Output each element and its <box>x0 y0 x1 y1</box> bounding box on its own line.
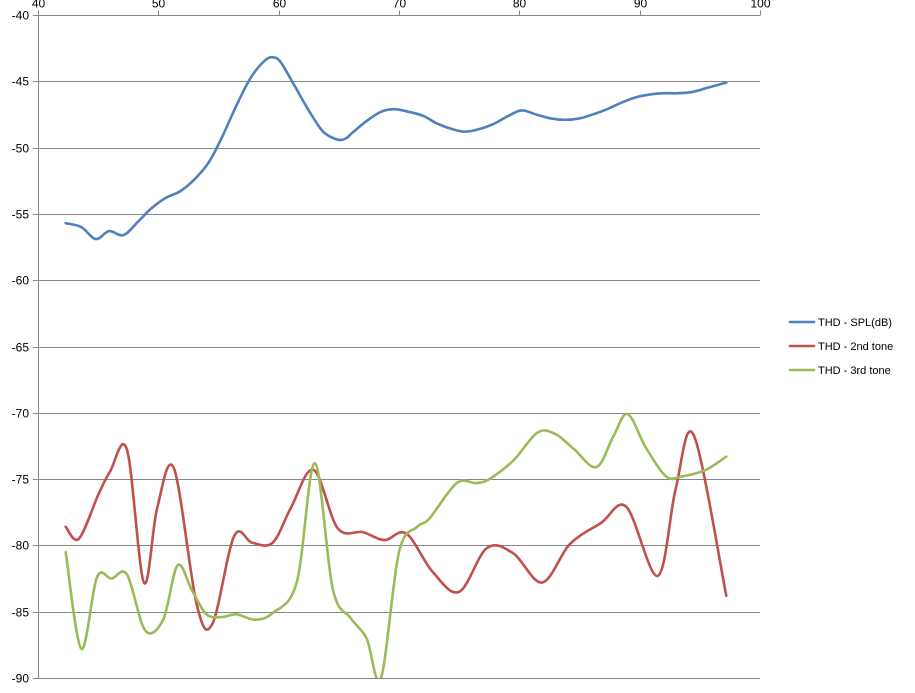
x-tick-label: 90 <box>634 0 648 11</box>
gridlines <box>38 15 760 679</box>
x-tick-label: 40 <box>32 0 46 11</box>
y-tick-label: -55 <box>12 208 30 222</box>
legend-label: THD - 3rd tone <box>818 365 891 377</box>
x-tick-label: 60 <box>273 0 287 11</box>
x-tick-label: 50 <box>152 0 166 11</box>
y-tick-label: -80 <box>12 539 30 553</box>
x-tick-label: 70 <box>393 0 407 11</box>
x-tick-label: 80 <box>513 0 527 11</box>
series-lines <box>64 55 728 678</box>
y-tick-label: -65 <box>12 341 30 355</box>
legend: THD - SPL(dB) THD - 2nd tone THD - 3rd ton… <box>788 317 893 377</box>
y-tick-label: -50 <box>12 142 30 156</box>
x-tick-label: 100 <box>750 0 770 11</box>
y-tick-label: -75 <box>12 473 30 487</box>
series-line-2 <box>64 430 728 631</box>
legend-label: THD - SPL(dB) <box>818 317 892 329</box>
legend-label: THD - 2nd tone <box>818 341 893 353</box>
y-tick-label: -90 <box>12 672 30 686</box>
y-tick-label: -70 <box>12 407 30 421</box>
series-line-3 <box>64 412 728 678</box>
y-tick-label: -40 <box>12 9 30 23</box>
y-tick-label: -60 <box>12 274 30 288</box>
series-line-1 <box>64 55 728 241</box>
axes: -40 -45 -50 -55 -60 -65 -70 -75 -80 -85 -90 40 50 60 7… <box>12 0 771 686</box>
y-tick-label: -45 <box>12 75 30 89</box>
y-tick-label: -85 <box>12 606 30 620</box>
